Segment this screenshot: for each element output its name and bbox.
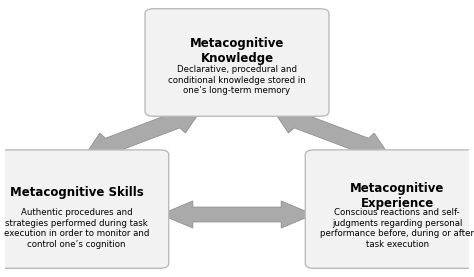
Polygon shape [160, 201, 314, 228]
FancyBboxPatch shape [0, 150, 169, 268]
Polygon shape [85, 110, 200, 156]
Text: Authentic procedures and
strategies performed during task
execution in order to : Authentic procedures and strategies perf… [4, 208, 149, 249]
Text: Metacognitive Skills: Metacognitive Skills [10, 186, 144, 199]
FancyBboxPatch shape [305, 150, 474, 268]
Text: Metacognitive
Knowledge: Metacognitive Knowledge [190, 37, 284, 65]
FancyBboxPatch shape [145, 9, 329, 116]
Polygon shape [274, 110, 389, 156]
Text: Declarative, procedural and
conditional knowledge stored in
one’s long-term memo: Declarative, procedural and conditional … [168, 65, 306, 95]
Text: Metacognitive
Experience: Metacognitive Experience [350, 182, 445, 210]
Text: Conscious reactions and self-
judgments regarding personal
performance before, d: Conscious reactions and self- judgments … [320, 208, 474, 249]
